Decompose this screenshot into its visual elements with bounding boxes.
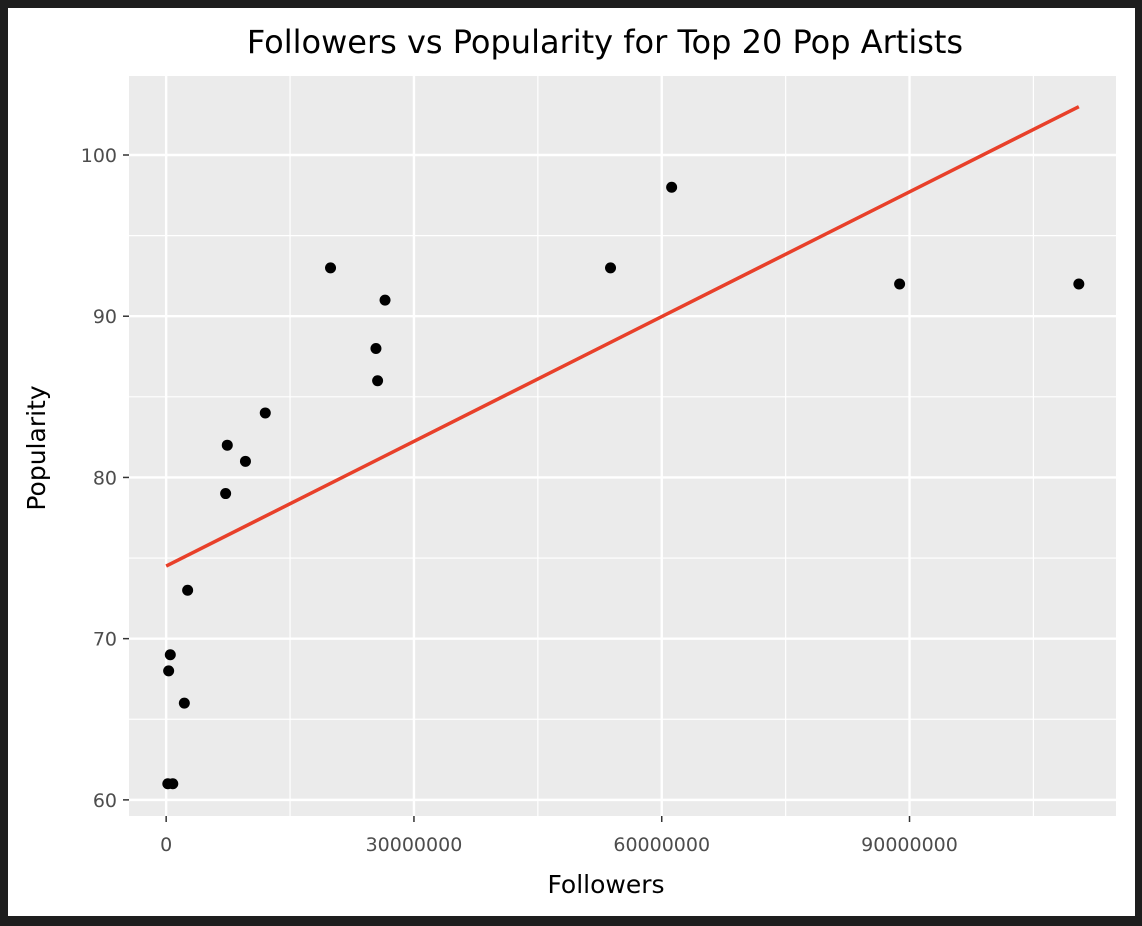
y-tick-label-3: 90 [93,306,117,328]
y-tick-label-1: 70 [93,629,117,651]
x-tick-labels: 0 30000000 60000000 90000000 [160,834,958,856]
data-point-0-13 [379,294,391,306]
data-point-0-16 [894,278,906,290]
minor-gridlines [129,76,1116,816]
x-tick-label-2: 60000000 [613,834,710,856]
chart-title: Followers vs Popularity for Top 20 Pop A… [247,23,963,61]
data-points [162,181,1085,790]
major-gridlines [129,76,1116,816]
x-tick-label-1: 30000000 [366,834,463,856]
data-point-0-2 [163,665,175,677]
scatter-chart: Followers vs Popularity for Top 20 Pop A… [22,23,1116,899]
data-point-0-7 [221,439,233,451]
data-point-0-4 [178,697,190,709]
y-tick-label-0: 60 [93,790,117,812]
data-point-0-1 [167,778,179,790]
x-tick-label-0: 0 [160,834,172,856]
y-tick-labels: 60 70 80 90 100 [81,145,117,812]
data-point-0-9 [259,407,271,419]
data-point-0-12 [372,375,384,387]
data-point-0-17 [1073,278,1085,290]
axis-ticks [123,154,911,822]
data-point-0-11 [370,342,382,354]
figure: Followers vs Popularity for Top 20 Pop A… [8,8,1135,916]
x-axis-title: Followers [547,870,664,899]
data-point-0-10 [325,262,337,274]
x-tick-label-3: 90000000 [861,834,958,856]
regression-line [165,105,1080,568]
data-point-0-3 [164,649,176,661]
data-point-0-5 [182,584,194,596]
data-point-0-15 [666,181,678,193]
data-point-0-14 [605,262,617,274]
y-tick-label-2: 80 [93,467,117,489]
plot-panel [129,76,1116,816]
data-point-0-6 [220,488,232,500]
data-point-0-8 [239,455,251,467]
y-axis-title: Popularity [22,385,51,510]
y-tick-label-4: 100 [81,145,117,167]
